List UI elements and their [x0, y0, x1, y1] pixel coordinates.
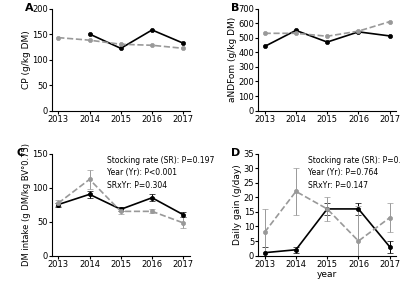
Text: A: A: [24, 3, 33, 13]
Text: C: C: [16, 149, 24, 158]
Y-axis label: Daily gain (g/day): Daily gain (g/day): [233, 164, 242, 245]
Y-axis label: DM intake (g DM/kg BV°0.75): DM intake (g DM/kg BV°0.75): [22, 143, 31, 266]
Text: Stocking rate (SR): P=0.197
Year (Yr): P<0.001
SRxYr: P=0.304: Stocking rate (SR): P=0.197 Year (Yr): P…: [107, 156, 214, 189]
Y-axis label: CP (g/kg DM): CP (g/kg DM): [22, 30, 31, 89]
X-axis label: year: year: [317, 270, 337, 279]
Y-axis label: aNDFom (g/kg DM): aNDFom (g/kg DM): [228, 17, 237, 102]
Text: D: D: [231, 149, 240, 158]
Text: Stocking rate (SR): P=0.179
Year (Yr): P=0.764
SRxYr: P=0.147: Stocking rate (SR): P=0.179 Year (Yr): P…: [308, 156, 400, 189]
Text: B: B: [231, 3, 239, 13]
